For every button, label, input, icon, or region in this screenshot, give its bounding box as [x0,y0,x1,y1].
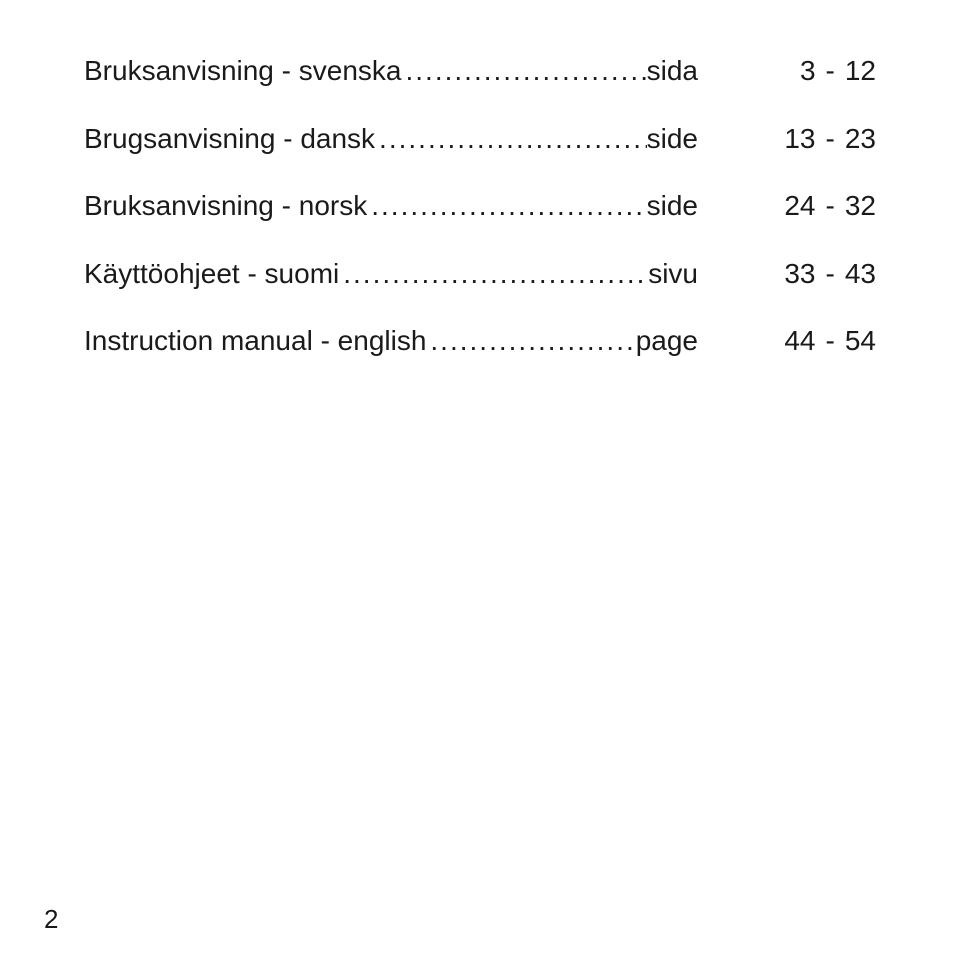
toc-range: 33 - 43 [726,257,876,291]
toc-leader [401,54,646,88]
toc-unit: page [636,324,726,358]
toc-row: Bruksanvisning - svenska sida 3 - 12 [84,54,876,88]
toc-label: Brugsanvisning - dansk [84,122,375,156]
toc-unit: side [647,189,726,223]
toc-dash: - [816,189,845,223]
toc-from: 44 [784,324,815,358]
toc-to: 12 [845,54,876,88]
toc-unit: side [647,122,726,156]
toc-row: Brugsanvisning - dansk side 13 - 23 [84,122,876,156]
toc-range: 44 - 54 [726,324,876,358]
toc-leader [367,189,646,223]
toc-row: Käyttöohjeet - suomi sivu 33 - 43 [84,257,876,291]
toc-leader [375,122,647,156]
toc-to: 23 [845,122,876,156]
toc-unit: sivu [648,257,726,291]
toc-range: 3 - 12 [726,54,876,88]
toc-to: 54 [845,324,876,358]
toc-label: Instruction manual - english [84,324,426,358]
toc-label: Käyttöohjeet - suomi [84,257,339,291]
toc-range: 13 - 23 [726,122,876,156]
table-of-contents: Bruksanvisning - svenska sida 3 - 12 Bru… [84,54,876,358]
toc-from: 3 [800,54,816,88]
toc-dash: - [816,54,845,88]
toc-from: 33 [784,257,815,291]
toc-unit: sida [647,54,726,88]
toc-to: 32 [845,189,876,223]
toc-from: 24 [784,189,815,223]
toc-leader [426,324,635,358]
toc-label: Bruksanvisning - norsk [84,189,367,223]
toc-row: Bruksanvisning - norsk side 24 - 32 [84,189,876,223]
toc-range: 24 - 32 [726,189,876,223]
toc-dash: - [816,122,845,156]
toc-dash: - [816,324,845,358]
toc-to: 43 [845,257,876,291]
toc-dash: - [816,257,845,291]
toc-from: 13 [784,122,815,156]
toc-leader [339,257,648,291]
document-page: Bruksanvisning - svenska sida 3 - 12 Bru… [0,0,960,955]
toc-row: Instruction manual - english page 44 - 5… [84,324,876,358]
page-number: 2 [44,904,58,935]
toc-label: Bruksanvisning - svenska [84,54,401,88]
